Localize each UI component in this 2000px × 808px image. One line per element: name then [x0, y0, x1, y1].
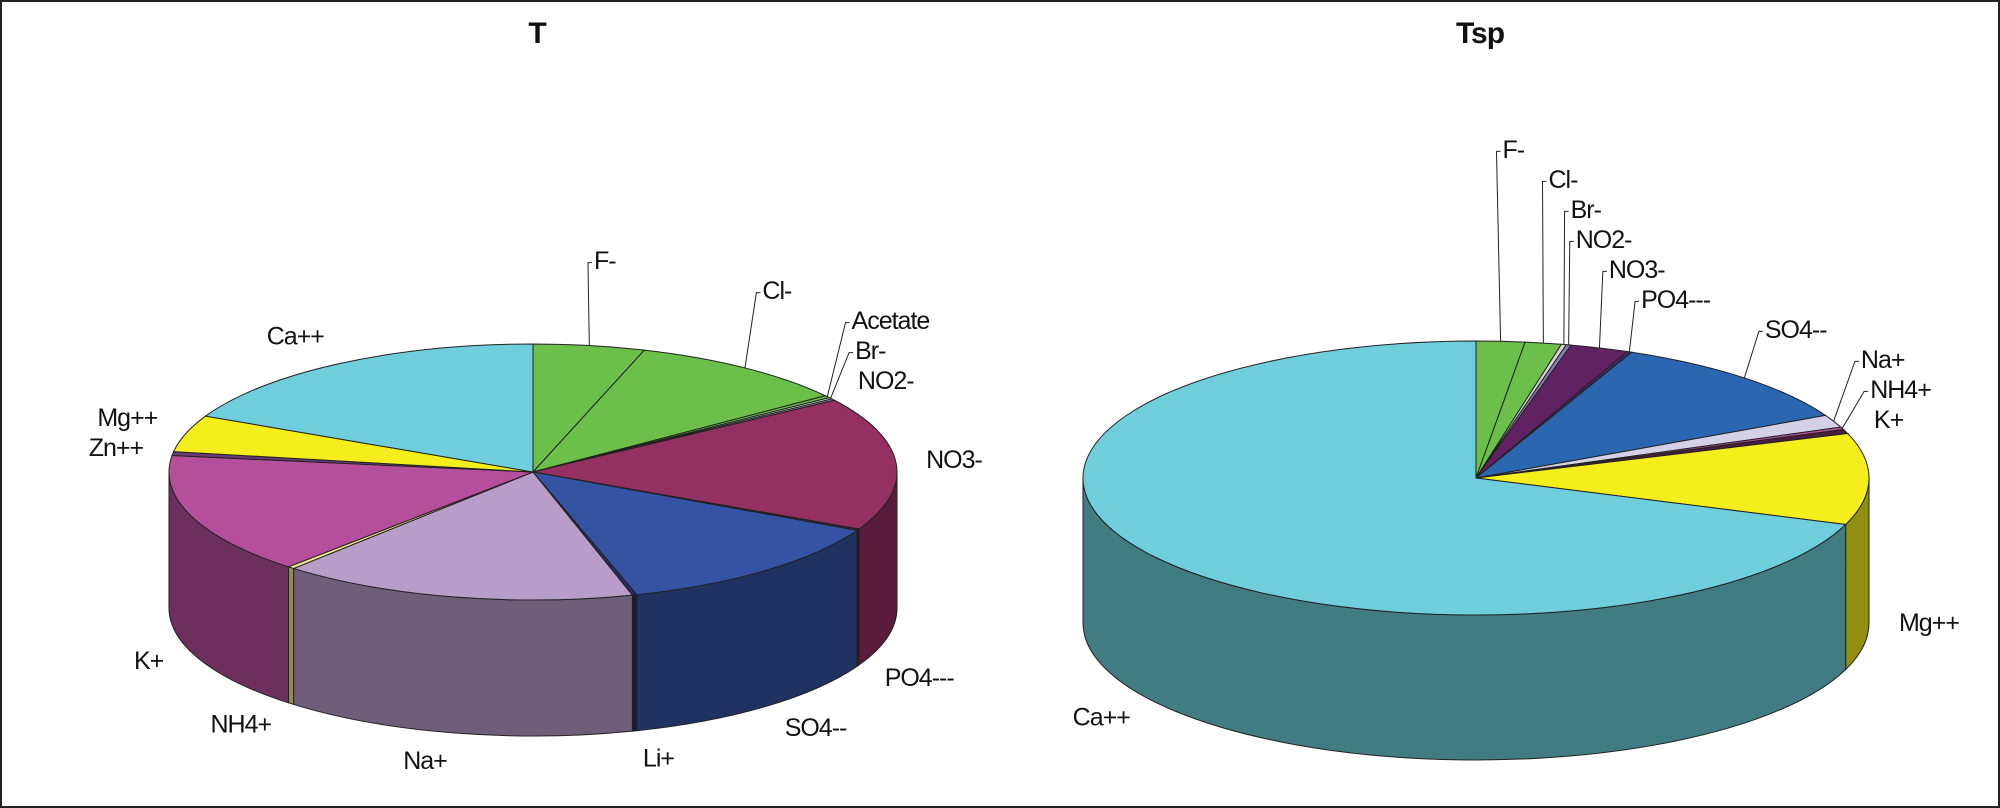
leader-line	[1495, 150, 1502, 342]
slice	[531, 349, 827, 473]
slice-side	[288, 566, 295, 706]
slice	[168, 455, 534, 568]
leader-line	[1568, 240, 1574, 345]
slice-label: Mg++	[97, 404, 157, 432]
slice-side	[631, 594, 638, 732]
slice-label: PO4---	[885, 664, 955, 692]
leader-line	[587, 262, 592, 346]
slice-label: Cl-	[762, 277, 792, 305]
leader-line	[744, 292, 761, 369]
leader-line	[1833, 360, 1859, 422]
leader-line	[1598, 270, 1607, 348]
leader-line	[1628, 300, 1640, 352]
pie-sides	[168, 471, 898, 737]
slice-label: Na+	[403, 747, 447, 775]
slice-label: F-	[1502, 136, 1524, 164]
leader-line	[826, 322, 850, 397]
slice-label: NH4+	[210, 711, 271, 739]
leader-line	[830, 352, 854, 399]
slice-label: Cl-	[1549, 166, 1579, 194]
slice	[292, 471, 634, 601]
slice-label: Ca++	[267, 323, 325, 351]
leader-line	[1563, 210, 1569, 345]
slice-label: SO4--	[785, 714, 847, 742]
slice-label: K+	[1874, 406, 1904, 434]
slice-label: Br-	[855, 337, 886, 365]
slice-label: Br-	[1571, 196, 1602, 224]
slice-label: Ca++	[1073, 704, 1131, 732]
slice-label: NO2-	[1576, 226, 1632, 254]
slice-label: SO4--	[1765, 316, 1827, 344]
slice	[532, 399, 898, 530]
leader-line	[1841, 390, 1869, 429]
slice-label: K+	[134, 647, 164, 675]
slice-label: Li+	[643, 744, 674, 772]
chart-title: T	[528, 17, 546, 50]
slice-label: NO3-	[1609, 256, 1665, 284]
slice	[531, 471, 859, 596]
leader-line	[1542, 180, 1547, 344]
pie-top	[1082, 340, 1870, 616]
slice-label: Zn++	[89, 434, 144, 462]
slice-label: NH4+	[1870, 376, 1931, 404]
leader-line	[1743, 330, 1763, 379]
chart-title: Tsp	[1456, 17, 1505, 50]
slice-label: PO4---	[1641, 286, 1711, 314]
pie-top	[168, 343, 898, 601]
slice	[204, 343, 534, 473]
slice-label: NO3-	[926, 446, 982, 474]
slice-label: Mg++	[1899, 609, 1959, 637]
slice-label: Na+	[1861, 346, 1905, 374]
slice	[1475, 433, 1870, 526]
slice-label: F-	[594, 247, 616, 275]
slice	[1475, 351, 1827, 479]
slice	[1082, 340, 1847, 616]
slice-label: NO2-	[858, 367, 914, 395]
slice-label: Acetate	[852, 307, 930, 335]
